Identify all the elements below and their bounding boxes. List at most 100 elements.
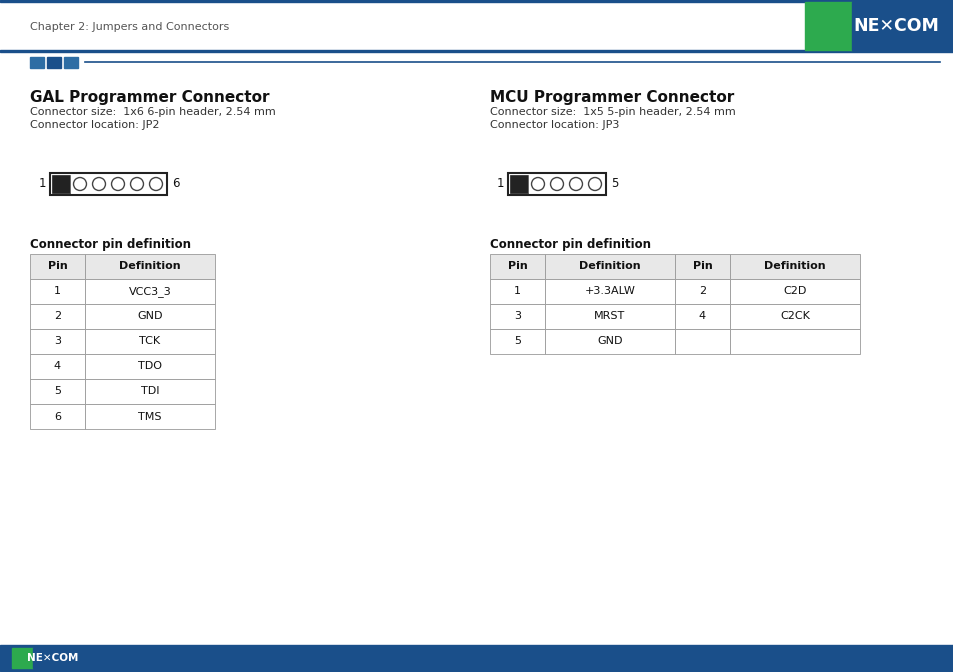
Bar (85, 404, 214, 429)
Bar (510, 175, 527, 193)
Text: MRST: MRST (594, 312, 625, 321)
Text: VCC3_3: VCC3_3 (129, 286, 172, 297)
Text: 4: 4 (699, 312, 705, 321)
Bar (675, 279, 729, 304)
Circle shape (569, 177, 582, 190)
Text: +3.3ALW: +3.3ALW (584, 286, 635, 296)
Bar (147, 175, 165, 193)
Text: C2CK: C2CK (780, 312, 809, 321)
Bar (12, 648, 32, 668)
Circle shape (112, 177, 124, 190)
Bar (804, 2, 851, 50)
Bar (490, 254, 544, 279)
Bar (675, 304, 729, 329)
Bar (52, 175, 70, 193)
Bar (566, 175, 584, 193)
Bar (30, 404, 85, 429)
Text: 2: 2 (699, 286, 705, 296)
Bar (544, 304, 675, 329)
Bar (490, 279, 544, 304)
Bar (30, 279, 85, 304)
Bar (507, 173, 605, 195)
Bar (50, 173, 167, 195)
Bar (64, 57, 78, 68)
Bar (90, 175, 108, 193)
Bar (85, 379, 214, 404)
Bar (675, 329, 729, 354)
Bar (30, 354, 85, 379)
Text: TMS: TMS (138, 411, 162, 421)
Text: C2D: C2D (782, 286, 806, 296)
Bar (0, 645, 953, 671)
Bar (85, 279, 214, 304)
Text: Definition: Definition (119, 261, 181, 271)
Bar (547, 175, 565, 193)
Text: 3: 3 (514, 312, 520, 321)
Text: 2: 2 (54, 312, 61, 321)
Bar (490, 304, 544, 329)
Bar (30, 57, 44, 68)
Text: 5: 5 (54, 386, 61, 396)
Bar (109, 175, 127, 193)
Text: Connector pin definition: Connector pin definition (30, 238, 191, 251)
Bar (30, 329, 85, 354)
Text: NE✕COM: NE✕COM (853, 17, 939, 35)
Text: Pin: Pin (507, 261, 527, 271)
Text: 1: 1 (514, 286, 520, 296)
Bar (729, 254, 859, 279)
Text: GND: GND (597, 337, 622, 347)
Bar (85, 329, 214, 354)
Bar (544, 254, 675, 279)
Text: Pin: Pin (692, 261, 712, 271)
Text: Definition: Definition (763, 261, 825, 271)
Circle shape (92, 177, 106, 190)
Text: TCK: TCK (139, 337, 160, 347)
Bar (85, 354, 214, 379)
Bar (32, 648, 77, 668)
Bar (729, 329, 859, 354)
Circle shape (588, 177, 600, 190)
Bar (490, 329, 544, 354)
Bar (85, 304, 214, 329)
Bar (71, 175, 89, 193)
Circle shape (131, 177, 143, 190)
Bar (675, 254, 729, 279)
Text: MCU Programmer Connector: MCU Programmer Connector (490, 90, 734, 105)
Bar (544, 279, 675, 304)
Text: Connector size:  1x6 6-pin header, 2.54 mm: Connector size: 1x6 6-pin header, 2.54 m… (30, 107, 275, 117)
Text: 1: 1 (496, 177, 503, 190)
Text: NE✕COM: NE✕COM (27, 653, 78, 663)
Bar (585, 175, 603, 193)
Text: Connector size:  1x5 5-pin header, 2.54 mm: Connector size: 1x5 5-pin header, 2.54 m… (490, 107, 735, 117)
Text: 6: 6 (172, 177, 179, 190)
Circle shape (73, 177, 87, 190)
Bar (529, 175, 546, 193)
Bar (729, 279, 859, 304)
Bar (30, 254, 85, 279)
Circle shape (531, 177, 544, 190)
Text: 1: 1 (38, 177, 46, 190)
Circle shape (550, 177, 563, 190)
Bar (729, 304, 859, 329)
Text: TDO: TDO (138, 362, 162, 372)
Text: GAL Programmer Connector: GAL Programmer Connector (30, 90, 269, 105)
Text: 1: 1 (54, 286, 61, 296)
Text: Definition: Definition (578, 261, 640, 271)
Text: Connector pin definition: Connector pin definition (490, 238, 650, 251)
Bar (0, 50, 953, 52)
Text: GND: GND (137, 312, 163, 321)
Text: 5: 5 (514, 337, 520, 347)
Bar (0, 0, 953, 2)
Bar (47, 57, 61, 68)
Bar (30, 379, 85, 404)
Text: 4: 4 (54, 362, 61, 372)
Text: TDI: TDI (141, 386, 159, 396)
Bar (851, 2, 952, 50)
Text: 3: 3 (54, 337, 61, 347)
Bar (30, 304, 85, 329)
Bar (128, 175, 146, 193)
Bar (0, 671, 953, 672)
Text: 5: 5 (610, 177, 618, 190)
Bar (85, 254, 214, 279)
Text: Pin: Pin (48, 261, 68, 271)
